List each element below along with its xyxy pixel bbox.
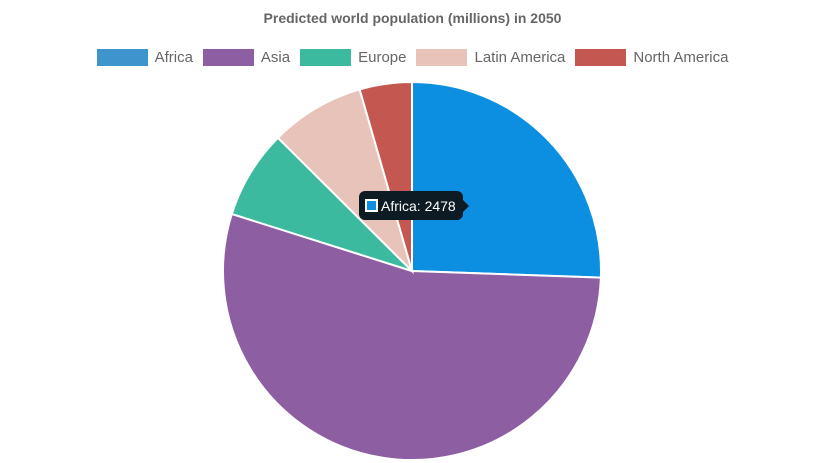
- legend-item-africa[interactable]: Africa: [96, 49, 193, 66]
- legend-label-asia: Asia: [260, 49, 291, 66]
- pie-slices: [222, 80, 602, 461]
- tooltip-text: Africa: 2478: [381, 197, 456, 214]
- legend-swatch-asia: [202, 49, 254, 66]
- legend-label-europe: Europe: [358, 49, 407, 66]
- legend-swatch-europe: [300, 49, 352, 66]
- legend-item-asia[interactable]: Asia: [202, 49, 291, 66]
- pie-slice-north-america[interactable]: [358, 80, 413, 272]
- pie-slice-asia[interactable]: [222, 212, 602, 461]
- legend: Africa Asia Europe Latin America North A…: [0, 49, 825, 66]
- legend-swatch-north-america: [575, 49, 627, 66]
- legend-item-latin-america[interactable]: Latin America: [416, 49, 565, 66]
- legend-item-north-america[interactable]: North America: [575, 49, 728, 66]
- tooltip-swatch: [365, 199, 378, 212]
- legend-label-africa: Africa: [154, 49, 193, 66]
- legend-label-north-america: North America: [633, 49, 729, 66]
- legend-item-europe[interactable]: Europe: [300, 49, 406, 66]
- legend-swatch-africa: [96, 49, 148, 66]
- pie-slice-latin-america[interactable]: [276, 88, 415, 275]
- pie-slice-africa[interactable]: [411, 80, 602, 279]
- chart-title: Predicted world population (millions) in…: [263, 10, 562, 26]
- legend-swatch-latin-america: [416, 49, 468, 66]
- tooltip: Africa: 2478: [359, 191, 469, 220]
- legend-label-latin-america: Latin America: [474, 49, 566, 66]
